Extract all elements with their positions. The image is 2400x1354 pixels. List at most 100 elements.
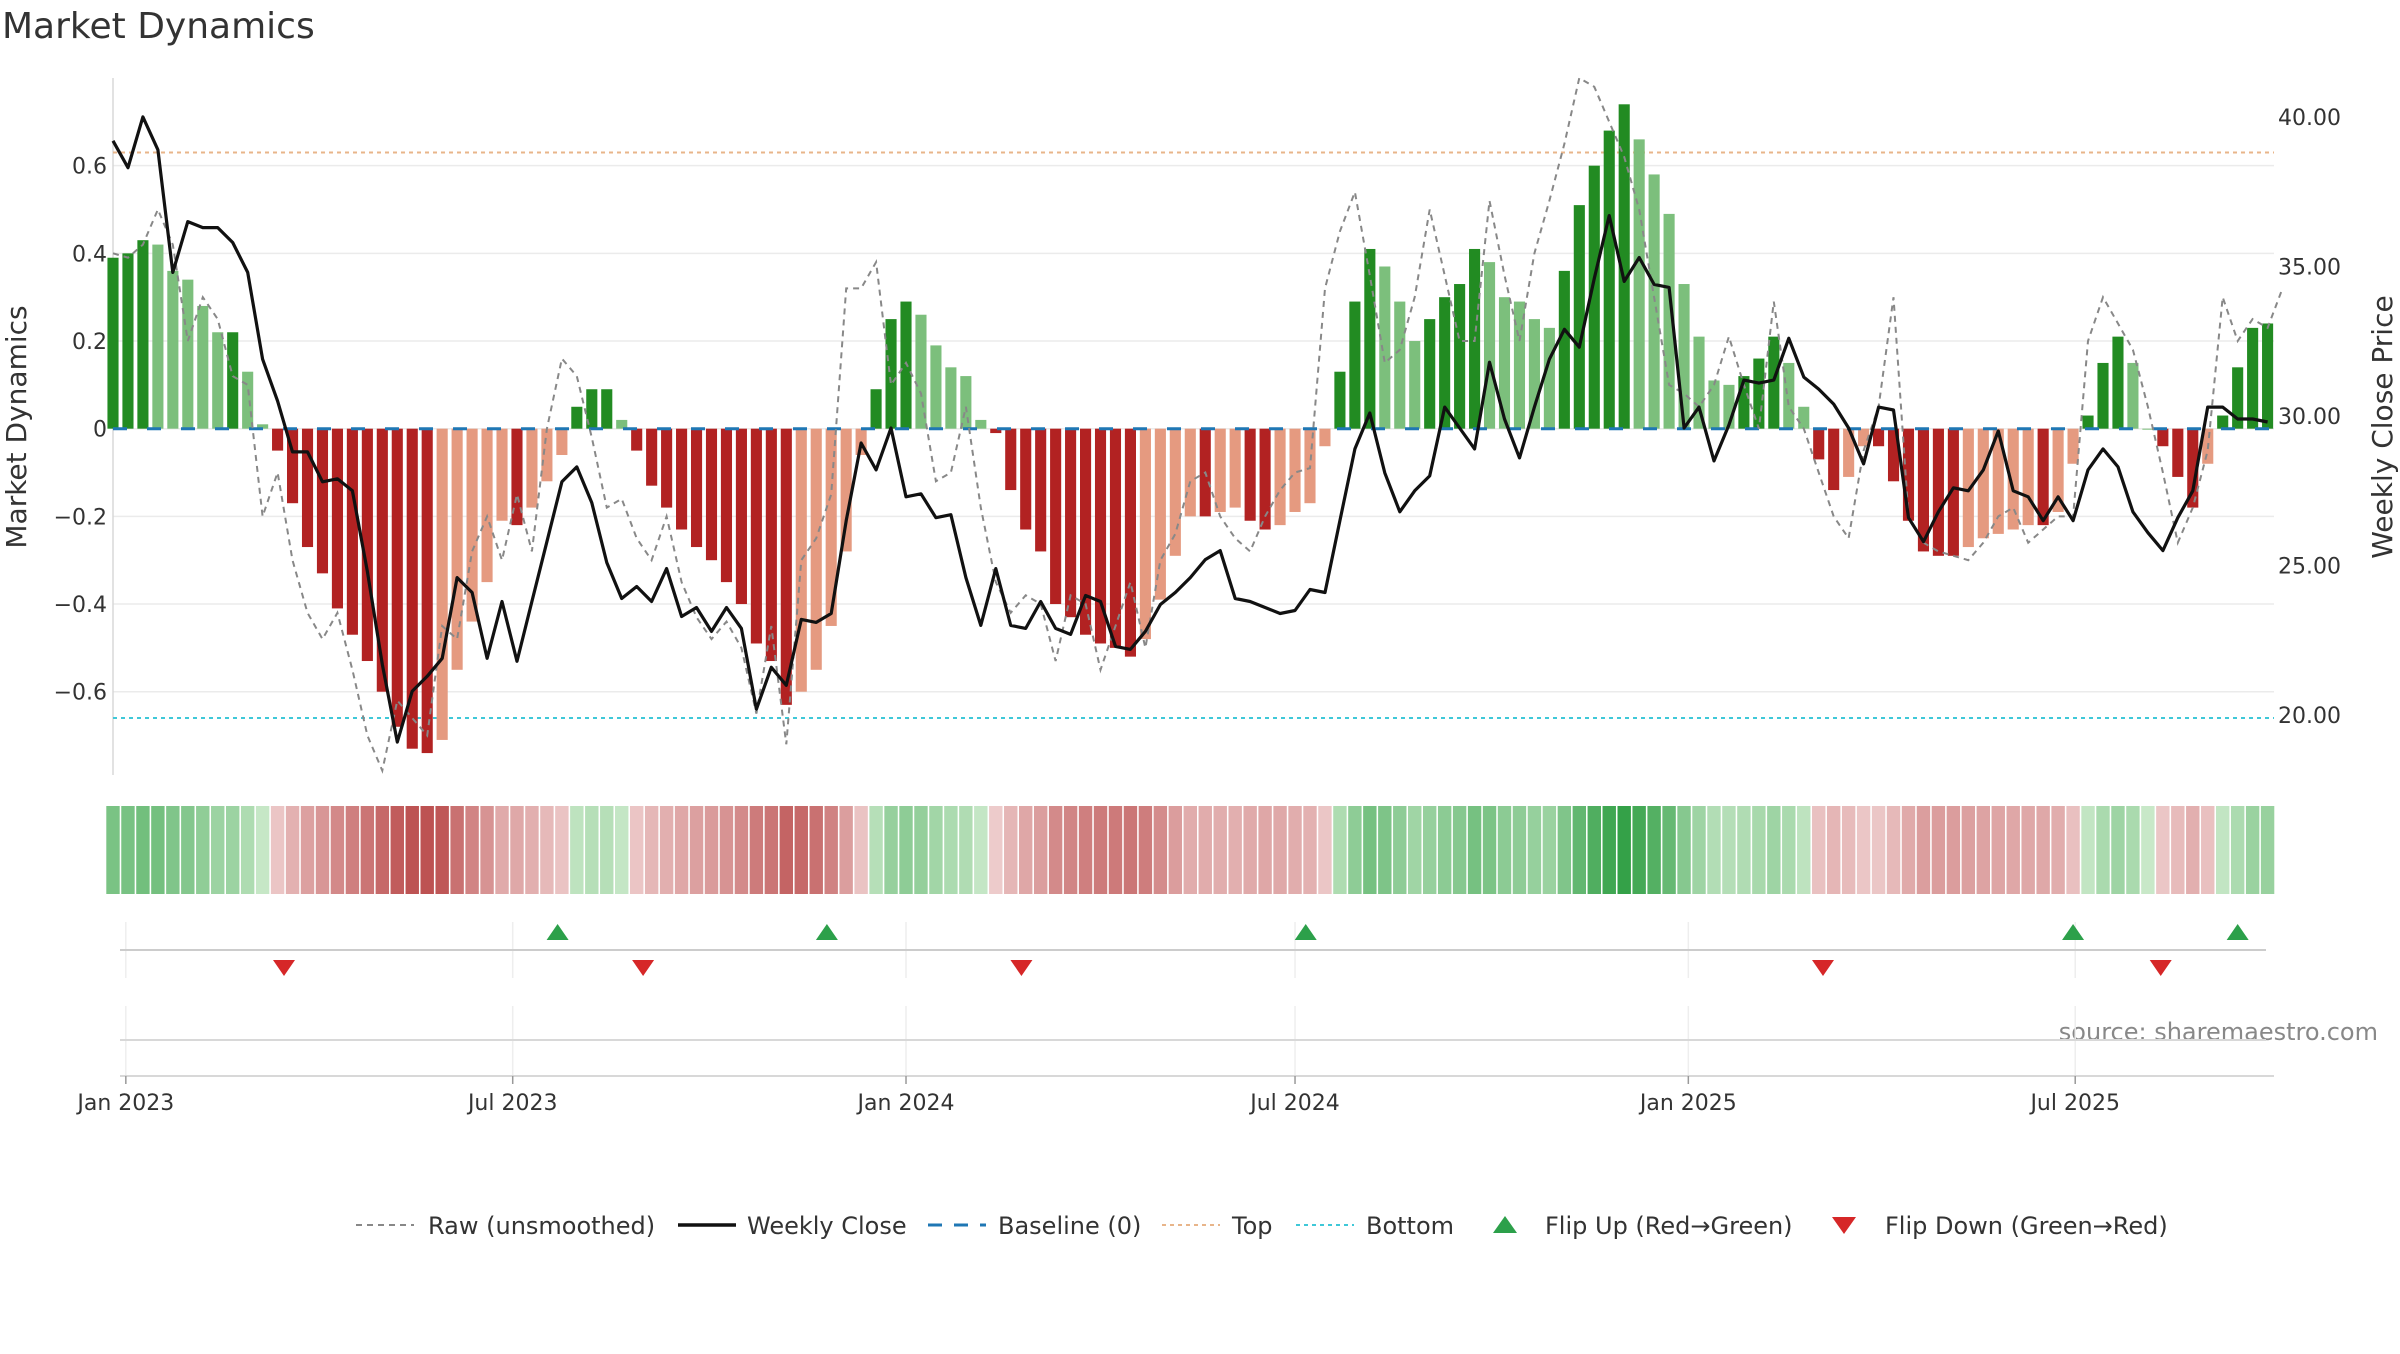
legend-baseline-label: Baseline (0) [998,1212,1141,1240]
heat-strip-cell [1931,806,1946,894]
momentum-bar [1543,327,1555,429]
momentum-bar [840,428,852,552]
momentum-bar [1932,428,1944,556]
momentum-bar [2187,428,2199,508]
momentum-bar [2172,428,2184,477]
heat-strip-cell [181,806,195,894]
heat-strip-cell [2111,806,2125,894]
heat-strip-cell [1752,806,1766,894]
momentum-bar [2067,428,2079,464]
heat-strip-cell [345,806,360,894]
heat-strip-cell [1288,806,1302,894]
heat-strip-cell [2215,806,2230,894]
heat-strip-cell [450,806,464,894]
y-tick-label: −0.4 [54,593,107,618]
heat-strip-cell [1422,806,1437,894]
momentum-bar [152,244,164,429]
momentum-bar [436,428,448,740]
momentum-bar [286,428,299,504]
heat-strip-cell [1363,806,1377,894]
momentum-bar [1843,428,1855,477]
heat-strip-cell [1273,806,1287,894]
momentum-bar [2127,362,2139,429]
heat-strip-cell [1048,806,1063,894]
heat-strip-cell [1737,806,1751,894]
heat-strip-cell [2006,806,2020,894]
momentum-bar [1124,428,1136,657]
y-tick-label: 0.6 [72,155,107,180]
heat-strip-cell [1961,806,1976,894]
heat-strip-cell [151,806,165,894]
momentum-bar [1663,213,1675,429]
legend-flip-down-label: Flip Down (Green→Red) [1885,1212,2168,1240]
heat-strip-cell [1033,806,1048,894]
heat-strip-cell [435,806,449,894]
heat-strip-cell [211,806,225,894]
momentum-bar [526,428,538,508]
heat-strip-cell [1901,806,1916,894]
momentum-bar [137,240,149,429]
heat-strip-cell [1542,806,1557,894]
heat-strip-cell [674,806,689,894]
momentum-bar [885,319,897,429]
momentum-bar [242,371,254,429]
momentum-bar [1813,428,1825,460]
momentum-bar [1902,428,1915,521]
momentum-bar [1708,380,1720,429]
momentum-bar [2217,415,2229,429]
momentum-bar [272,428,284,451]
legend-raw-label: Raw (unsmoothed) [428,1212,655,1240]
momentum-bar [346,428,358,635]
heat-strip-cell [2081,806,2095,894]
momentum-bar [1558,270,1570,429]
flip-down-marker [2149,960,2172,976]
momentum-bar [496,428,508,521]
heat-strip-cell [405,806,419,894]
heat-strip-cell [240,806,255,894]
heat-strip-cell [1617,806,1631,894]
momentum-bar [960,376,972,429]
momentum-bar [331,428,343,609]
heat-strip-cell [779,806,794,894]
momentum-bar [1020,428,1032,530]
x-tick-label: Jul 2025 [2028,1091,2120,1116]
heat-strip-cell [1138,806,1153,894]
momentum-bar [1678,284,1690,429]
heat-strip-cell [121,806,135,894]
momentum-bar [1035,428,1047,552]
heat-strip-cell [136,806,150,894]
heat-strip-cell [734,806,749,894]
momentum-bar [1828,428,1840,491]
heat-strip-cell [974,806,988,894]
heat-strip-cell [1333,806,1347,894]
momentum-bar [1603,130,1615,429]
momentum-bar [750,428,762,644]
momentum-bar [212,332,224,429]
momentum-bar [481,428,493,583]
heat-strip-cell [2051,806,2065,894]
y2-tick-label: 20.00 [2278,704,2341,729]
heat-strip-cell [270,806,285,894]
heat-strip-cell [1916,806,1931,894]
x-tick-label: Jan 2023 [75,1091,174,1116]
heat-strip-cell [2021,806,2035,894]
momentum-bar [1962,428,1974,548]
heat-strip-cell [1168,806,1183,894]
momentum-bar [1977,428,1989,539]
heat-strip-cell [1946,806,1961,894]
heat-strip-cell [1632,806,1646,894]
momentum-bar [1887,428,1900,482]
momentum-bar [795,428,807,692]
momentum-bar [930,345,942,429]
heat-strip-cell [659,806,674,894]
heat-strip-cell [510,806,524,894]
raw-series-line [112,76,2284,774]
momentum-bar [556,428,568,455]
momentum-bar [2232,367,2244,429]
flip-down-marker [632,960,655,976]
momentum-bar [1364,248,1376,429]
momentum-bar [720,428,733,583]
momentum-bar [2037,428,2049,526]
momentum-bar [1379,266,1391,429]
